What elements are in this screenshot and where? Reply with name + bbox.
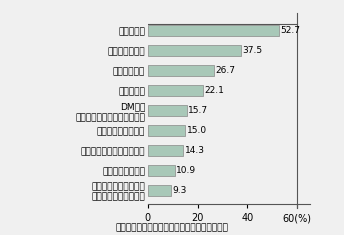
Text: 14.3: 14.3 — [185, 146, 205, 155]
Text: 52.7: 52.7 — [280, 26, 300, 35]
Bar — [148, 65, 214, 76]
Bar — [148, 185, 171, 196]
Bar — [148, 105, 187, 116]
Bar — [148, 25, 279, 36]
Text: 9.3: 9.3 — [172, 186, 187, 195]
Text: 15.0: 15.0 — [186, 126, 207, 135]
Text: 22.1: 22.1 — [204, 86, 224, 95]
Text: 15.7: 15.7 — [188, 106, 208, 115]
Bar — [148, 45, 241, 56]
Text: 10.9: 10.9 — [176, 166, 196, 175]
Bar — [148, 145, 183, 156]
Bar — [148, 165, 175, 176]
Bar — [148, 85, 203, 96]
Bar — [148, 125, 185, 136]
Text: （出典）総務省「平成９年通信利用動向調査」: （出典）総務省「平成９年通信利用動向調査」 — [116, 224, 228, 233]
Text: 37.5: 37.5 — [243, 46, 262, 55]
Text: 26.7: 26.7 — [216, 66, 236, 75]
